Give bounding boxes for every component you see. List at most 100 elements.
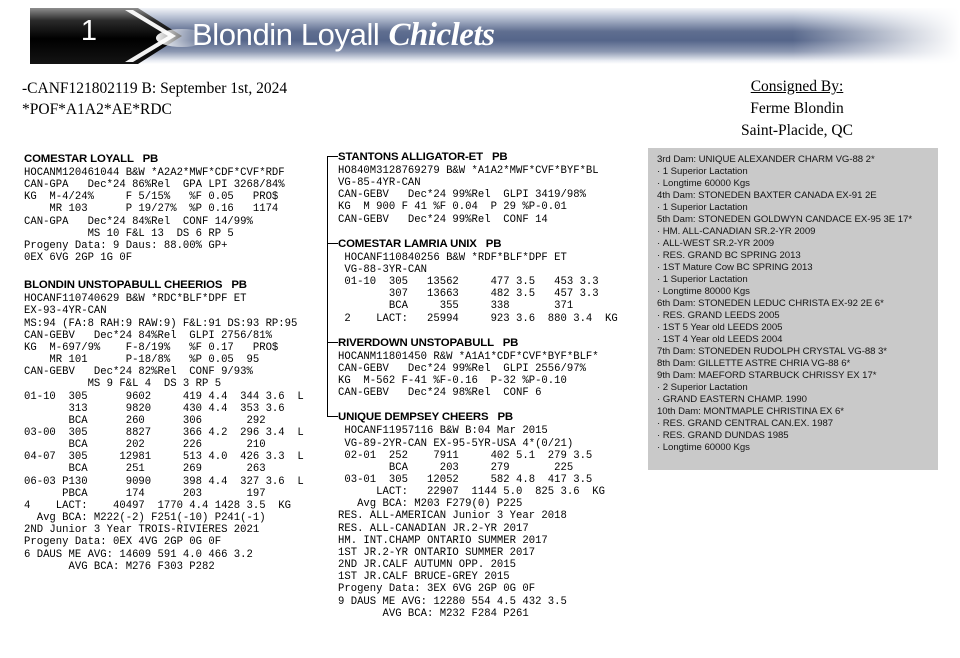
pedigree-data-line: Avg BCA: M203 F279(0) P225 [338, 498, 523, 511]
pedigree-data-line: AVG BCA: M276 F303 P282 [24, 560, 215, 573]
ancestry-achievement: Longtime 60000 Kgs [657, 442, 930, 454]
ancestry-dam-entry: 7th Dam: STONEDEN RUDOLPH CRYSTAL VG-88 … [657, 346, 887, 357]
pedigree-data-line: KG M-562 F-41 %F-0.16 P-32 %P-0.10 [338, 375, 567, 388]
pedigree-data-line: HOCANM120461044 B&W *A2A2*MWF*CDF*CVF*RD… [24, 167, 285, 179]
pedigree-data-line: MS 10 F&L 13 DS 6 RP 5 [24, 227, 234, 240]
pedigree-data-line: HM. INT.CHAMP ONTARIO SUMMER 2017 [338, 534, 548, 547]
pedigree-data-line: CAN-GEBV Dec*24 99%Rel GLPI 3419/98% [338, 189, 586, 202]
animal-identification: -CANF121802119 B: September 1st, 2024 *P… [22, 78, 287, 120]
animal-name: COMESTAR LOYALL PB [24, 153, 159, 165]
consignor-farm: Ferme Blondin [750, 100, 844, 117]
pedigree-data-line: 01-10 305 13562 477 3.5 453 3.3 [338, 276, 599, 289]
pedigree-data-line: BCA 202 226 210 [24, 439, 266, 452]
pedigree-data-line: BCA 251 269 263 [24, 463, 266, 476]
lot-number: 1 [80, 15, 98, 47]
pedigree-data-line: 03-00 305 8827 366 4.2 296 3.4 L [24, 426, 304, 439]
pedigree-data-line: 6 DAUS ME AVG: 14609 591 4.0 466 3.2 [24, 548, 253, 561]
pedigree-data-line: Progeny Data: 0EX 4VG 2GP 0G 0F [24, 536, 222, 549]
pedigree-bracket-line [327, 156, 328, 416]
pedigree-data-line: BCA 355 338 371 [338, 300, 574, 313]
pedigree-data-line: 313 9820 430 4.4 353 3.6 [24, 402, 285, 415]
ancestry-achievement: RES. GRAND LEEDS 2005 [657, 310, 930, 322]
pedigree-data-line: EX-93-4YR-CAN [24, 305, 107, 318]
pedigree-data-line: HO840M3128769279 B&W *A1A2*MWF*CVF*BYF*B… [338, 165, 599, 177]
pedigree-block: BLONDIN UNSTOPABULL CHEERIOS PB HOCANF110… [24, 278, 324, 573]
pedigree-data-line: HOCANF110740629 B&W *RDC*BLF*DPF ET [24, 293, 247, 306]
pedigree-data-line: BCA 260 306 292 [24, 414, 266, 427]
pedigree-data-line: 2ND Junior 3 Year TROIS-RIVIERES 2021 [24, 524, 260, 537]
pedigree-data-line: MS 9 F&L 4 DS 3 RP 5 [24, 378, 222, 391]
pedigree-data-line: HOCANM11801450 R&W *A1A1*CDF*CVF*BYF*BLF… [338, 350, 599, 363]
genetic-codes-line: *POF*A1A2*AE*RDC [22, 101, 172, 118]
ancestry-achievement: GRAND EASTERN CHAMP. 1990 [657, 394, 930, 406]
ancestry-achievement: ALL-WEST SR.2-YR 2009 [657, 238, 930, 250]
pedigree-data-line: KG M-697/9% F-8/19% %F 0.17 PRO$ [24, 341, 279, 354]
pedigree-data-line: 2ND JR.CALF AUTUMN OPP. 2015 [338, 559, 517, 572]
pedigree-data-line: Progeny Data: 3EX 6VG 2GP 0G 0F [338, 583, 536, 596]
pedigree-data-line: 9 DAUS ME AVG: 12280 554 4.5 432 3.5 [338, 595, 567, 608]
pedigree-data-line: 04-07 305 12981 513 4.0 426 3.3 L [24, 451, 304, 464]
ancestry-dam-entry: 5th Dam: STONEDEN GOLDWYN CANDACE EX-95 … [657, 214, 913, 225]
ancestry-achievement: RES. GRAND CENTRAL CAN.EX. 1987 [657, 418, 930, 430]
animal-name: RIVERDOWN UNSTOPABULL PB [338, 336, 519, 349]
pedigree-data-line: VG-89-2YR-CAN EX-95-5YR-USA 4*(0/21) [338, 437, 574, 450]
pedigree-data-line: MS:94 (FA:8 RAH:9 RAW:9) F&L:91 DS:93 RP… [24, 317, 298, 330]
pedigree-data-line: VG-85-4YR-CAN [338, 177, 421, 190]
pedigree-column-grandparents: STANTONS ALLIGATOR-ET PB HO840M3128769279… [338, 150, 638, 620]
ancestry-dam-entry: 8th Dam: GILLETTE ASTRE CHRIA VG-88 6* [657, 358, 851, 369]
pedigree-block: STANTONS ALLIGATOR-ET PB HO840M3128769279… [338, 150, 638, 226]
consigned-by-block: Consigned By: Ferme Blondin Saint-Placid… [692, 76, 902, 142]
ancestry-achievement: 1ST 4 Year old LEEDS 2004 [657, 334, 930, 346]
ancestry-panel: 3rd Dam: UNIQUE ALEXANDER CHARM VG-88 2*… [648, 148, 938, 470]
pedigree-data-line: Avg BCA: M222(-2) F251(-10) P241(-1) [24, 512, 266, 525]
pedigree-data-line: 1ST JR.2-YR ONTARIO SUMMER 2017 [338, 546, 536, 559]
ancestry-dam-entry: 10th Dam: MONTMAPLE CHRISTINA EX 6* [657, 406, 844, 417]
pedigree-block: UNIQUE DEMPSEY CHEERS PB HOCANF11957116 … [338, 410, 638, 620]
pedigree-data-line: AVG BCA: M232 F284 P261 [338, 607, 529, 620]
pedigree-data-line: CAN-GEBV Dec*24 99%Rel GLPI 2556/97% [338, 362, 586, 375]
ancestry-achievement: 1ST 5 Year old LEEDS 2005 [657, 322, 930, 334]
pedigree-data-line: 0EX 6VG 2GP 1G 0F [24, 252, 133, 265]
pedigree-data-line: MR 103 P 19/27% %P 0.16 1174 [24, 203, 279, 216]
ancestry-achievement: 1ST Mature Cow BC SPRING 2013 [657, 262, 930, 274]
title-script: Chiclets [388, 17, 495, 53]
pedigree-block: COMESTAR LOYALL PB HOCANM120461044 B&W *A… [24, 152, 324, 264]
pedigree-block: COMESTAR LAMRIA UNIX PB HOCANF110840256 … [338, 237, 638, 325]
registration-line: -CANF121802119 B: September 1st, 2024 [22, 80, 288, 97]
ancestry-dam-entry: 6th Dam: STONEDEN LEDUC CHRISTA EX-92 2E… [657, 298, 884, 309]
animal-name: COMESTAR LAMRIA UNIX PB [338, 237, 502, 250]
pedigree-data-line: CAN-GPA Dec*24 84%Rel CONF 14/99% [24, 215, 253, 228]
pedigree-data-line: LACT: 22907 1144 5.0 825 3.6 KG [338, 486, 606, 499]
pedigree-data-line: HOCANF11957116 B&W B:04 Mar 2015 [338, 425, 548, 438]
pedigree-data-line: RES. ALL-AMERICAN Junior 3 Year 2018 [338, 510, 567, 523]
ancestry-dam-entry: 4th Dam: STONEDEN BAXTER CANADA EX-91 2E [657, 190, 877, 201]
chevron-badge-icon [30, 8, 208, 64]
pedigree-bracket-tick [327, 416, 338, 417]
pedigree-data-line: CAN-GEBV Dec*24 98%Rel CONF 6 [338, 387, 542, 400]
pedigree-data-line: PBCA 174 203 197 [24, 487, 266, 500]
ancestry-achievement: RES. GRAND BC SPRING 2013 [657, 250, 930, 262]
ancestry-achievement: 2 Superior Lactation [657, 382, 930, 394]
ancestry-achievement: Longtime 60000 Kgs [657, 178, 930, 190]
pedigree-data-line: 1ST JR.CALF BRUCE-GREY 2015 [338, 571, 510, 584]
ancestry-achievement: RES. GRAND DUNDAS 1985 [657, 430, 930, 442]
lot-banner: 1 Blondin Loyall Chiclets [0, 8, 960, 66]
pedigree-data-line: KG M 900 F 41 %F 0.04 P 29 %P-0.01 [338, 201, 567, 214]
pedigree-data-line: Progeny Data: 9 Daus: 88.00% GP+ [24, 239, 228, 252]
pedigree-data-line: 2 LACT: 25994 923 3.6 880 3.4 KG [338, 312, 618, 325]
pedigree-data-line: 307 13663 482 3.5 457 3.3 [338, 288, 599, 301]
pedigree-data-line: 01-10 305 9602 419 4.4 344 3.6 L [24, 390, 304, 403]
animal-name: BLONDIN UNSTOPABULL CHEERIOS PB [24, 279, 247, 292]
ancestry-achievement: 1 Superior Lactation [657, 202, 930, 214]
title-main: Blondin Loyall [192, 17, 380, 52]
pedigree-data-line: CAN-GEBV Dec*24 99%Rel CONF 14 [338, 213, 548, 226]
pedigree-data-line: RES. ALL-CANADIAN JR.2-YR 2017 [338, 522, 529, 535]
page-title: Blondin Loyall Chiclets [192, 17, 495, 54]
consigned-by-heading: Consigned By: [750, 78, 844, 95]
animal-name: UNIQUE DEMPSEY CHEERS PB [338, 411, 514, 424]
pedigree-data-line: KG M-4/24% F 5/15% %F 0.05 PRO$ [24, 191, 279, 204]
pedigree-data-line: 06-03 P130 9090 398 4.4 327 3.6 L [24, 475, 304, 488]
ancestry-achievement: HM. ALL-CANADIAN SR.2-YR 2009 [657, 226, 930, 238]
ancestry-dam-entry: 3rd Dam: UNIQUE ALEXANDER CHARM VG-88 2* [657, 154, 875, 165]
pedigree-data-line: HOCANF110840256 B&W *RDF*BLF*DPF ET [338, 251, 567, 264]
